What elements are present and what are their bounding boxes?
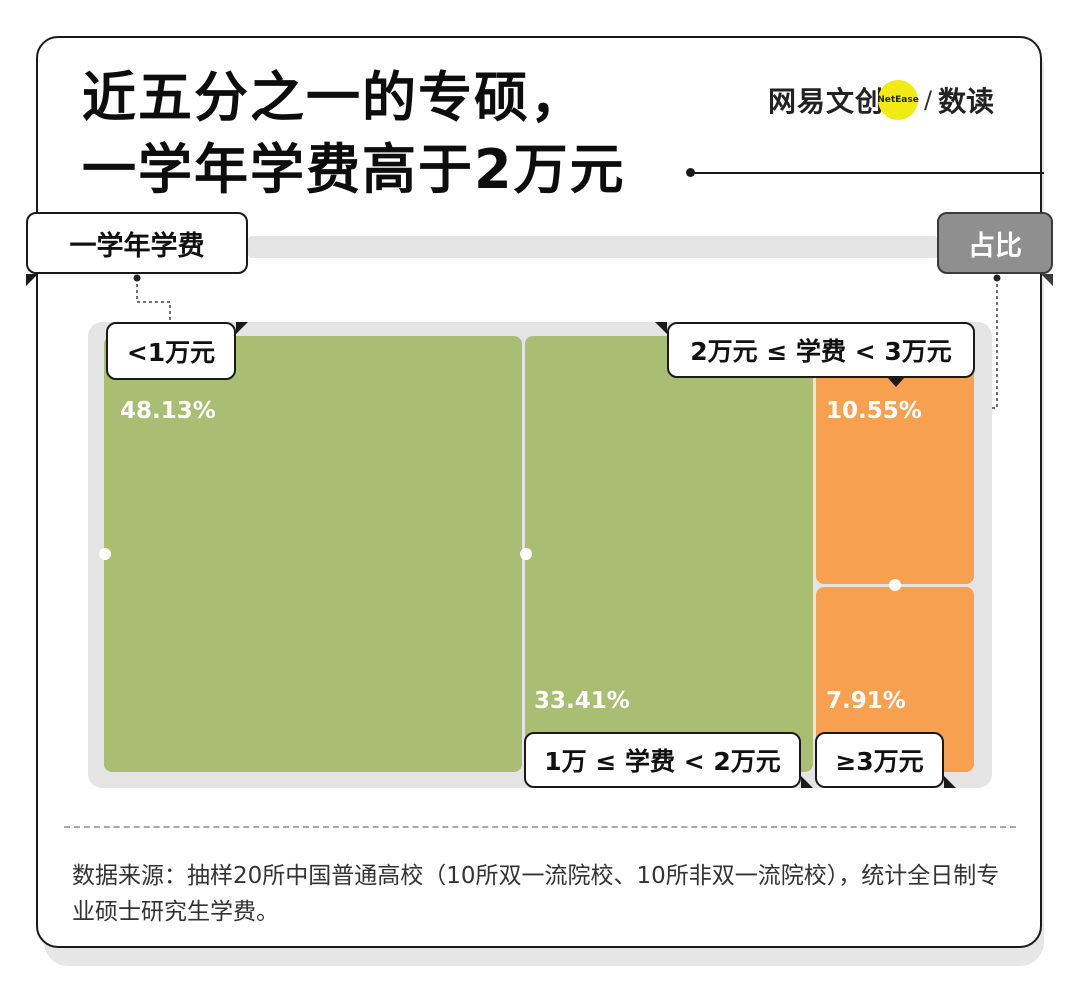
label-corner-under-10k (236, 322, 248, 334)
share-label-corner (1041, 274, 1053, 286)
logo-brand-text: 网易文创 (768, 85, 885, 118)
cell-under-10k (104, 336, 522, 772)
label-pointer-20k-30k (888, 378, 904, 387)
cell-10k-20k (525, 336, 813, 772)
source-note: 数据来源：抽样20所中国普通高校（10所双一流院校、10所非双一流院校），统计全… (72, 863, 1000, 925)
source-divider (64, 826, 1016, 828)
category-label-10k-20k: 1万 ≤ 学费 < 2万元 (524, 732, 801, 788)
value-label-under-10k: 48.13% (120, 398, 216, 424)
brand-logo: 网易文创 NetEase / 数读 (768, 80, 994, 120)
axis-label-share: 占比 (937, 212, 1053, 274)
title-rule (690, 172, 1044, 174)
title-line-2: 一学年学费高于2万元 (82, 138, 626, 201)
page-title: 近五分之一的专硕， 一学年学费高于2万元 (82, 62, 626, 206)
logo-badge-text: NetEase (877, 95, 919, 105)
value-label-10k-20k: 33.41% (534, 688, 630, 714)
title-line-1: 近五分之一的专硕， (82, 66, 586, 129)
logo-badge-icon: NetEase (877, 80, 919, 120)
fee-label-corner (26, 274, 38, 286)
category-label-20k-30k: 2万元 ≤ 学费 < 3万元 (667, 322, 975, 378)
cell-node-2 (520, 548, 532, 560)
logo-slash: / (924, 86, 933, 114)
label-corner-10k-20k (801, 776, 813, 788)
value-label-20k-30k: 10.55% (826, 398, 922, 424)
logo-sub-text: 数读 (938, 85, 995, 118)
category-label-under-10k: <1万元 (106, 322, 236, 380)
axis-track (248, 236, 938, 258)
label-corner-20k-30k (655, 322, 667, 334)
label-corner-over-30k (944, 776, 956, 788)
cell-node-3 (889, 579, 901, 591)
category-label-over-30k: ≥3万元 (815, 732, 944, 788)
value-label-over-30k: 7.91% (826, 688, 906, 714)
axis-label-fee: 一学年学费 (26, 212, 248, 274)
cell-node-1 (99, 548, 111, 560)
